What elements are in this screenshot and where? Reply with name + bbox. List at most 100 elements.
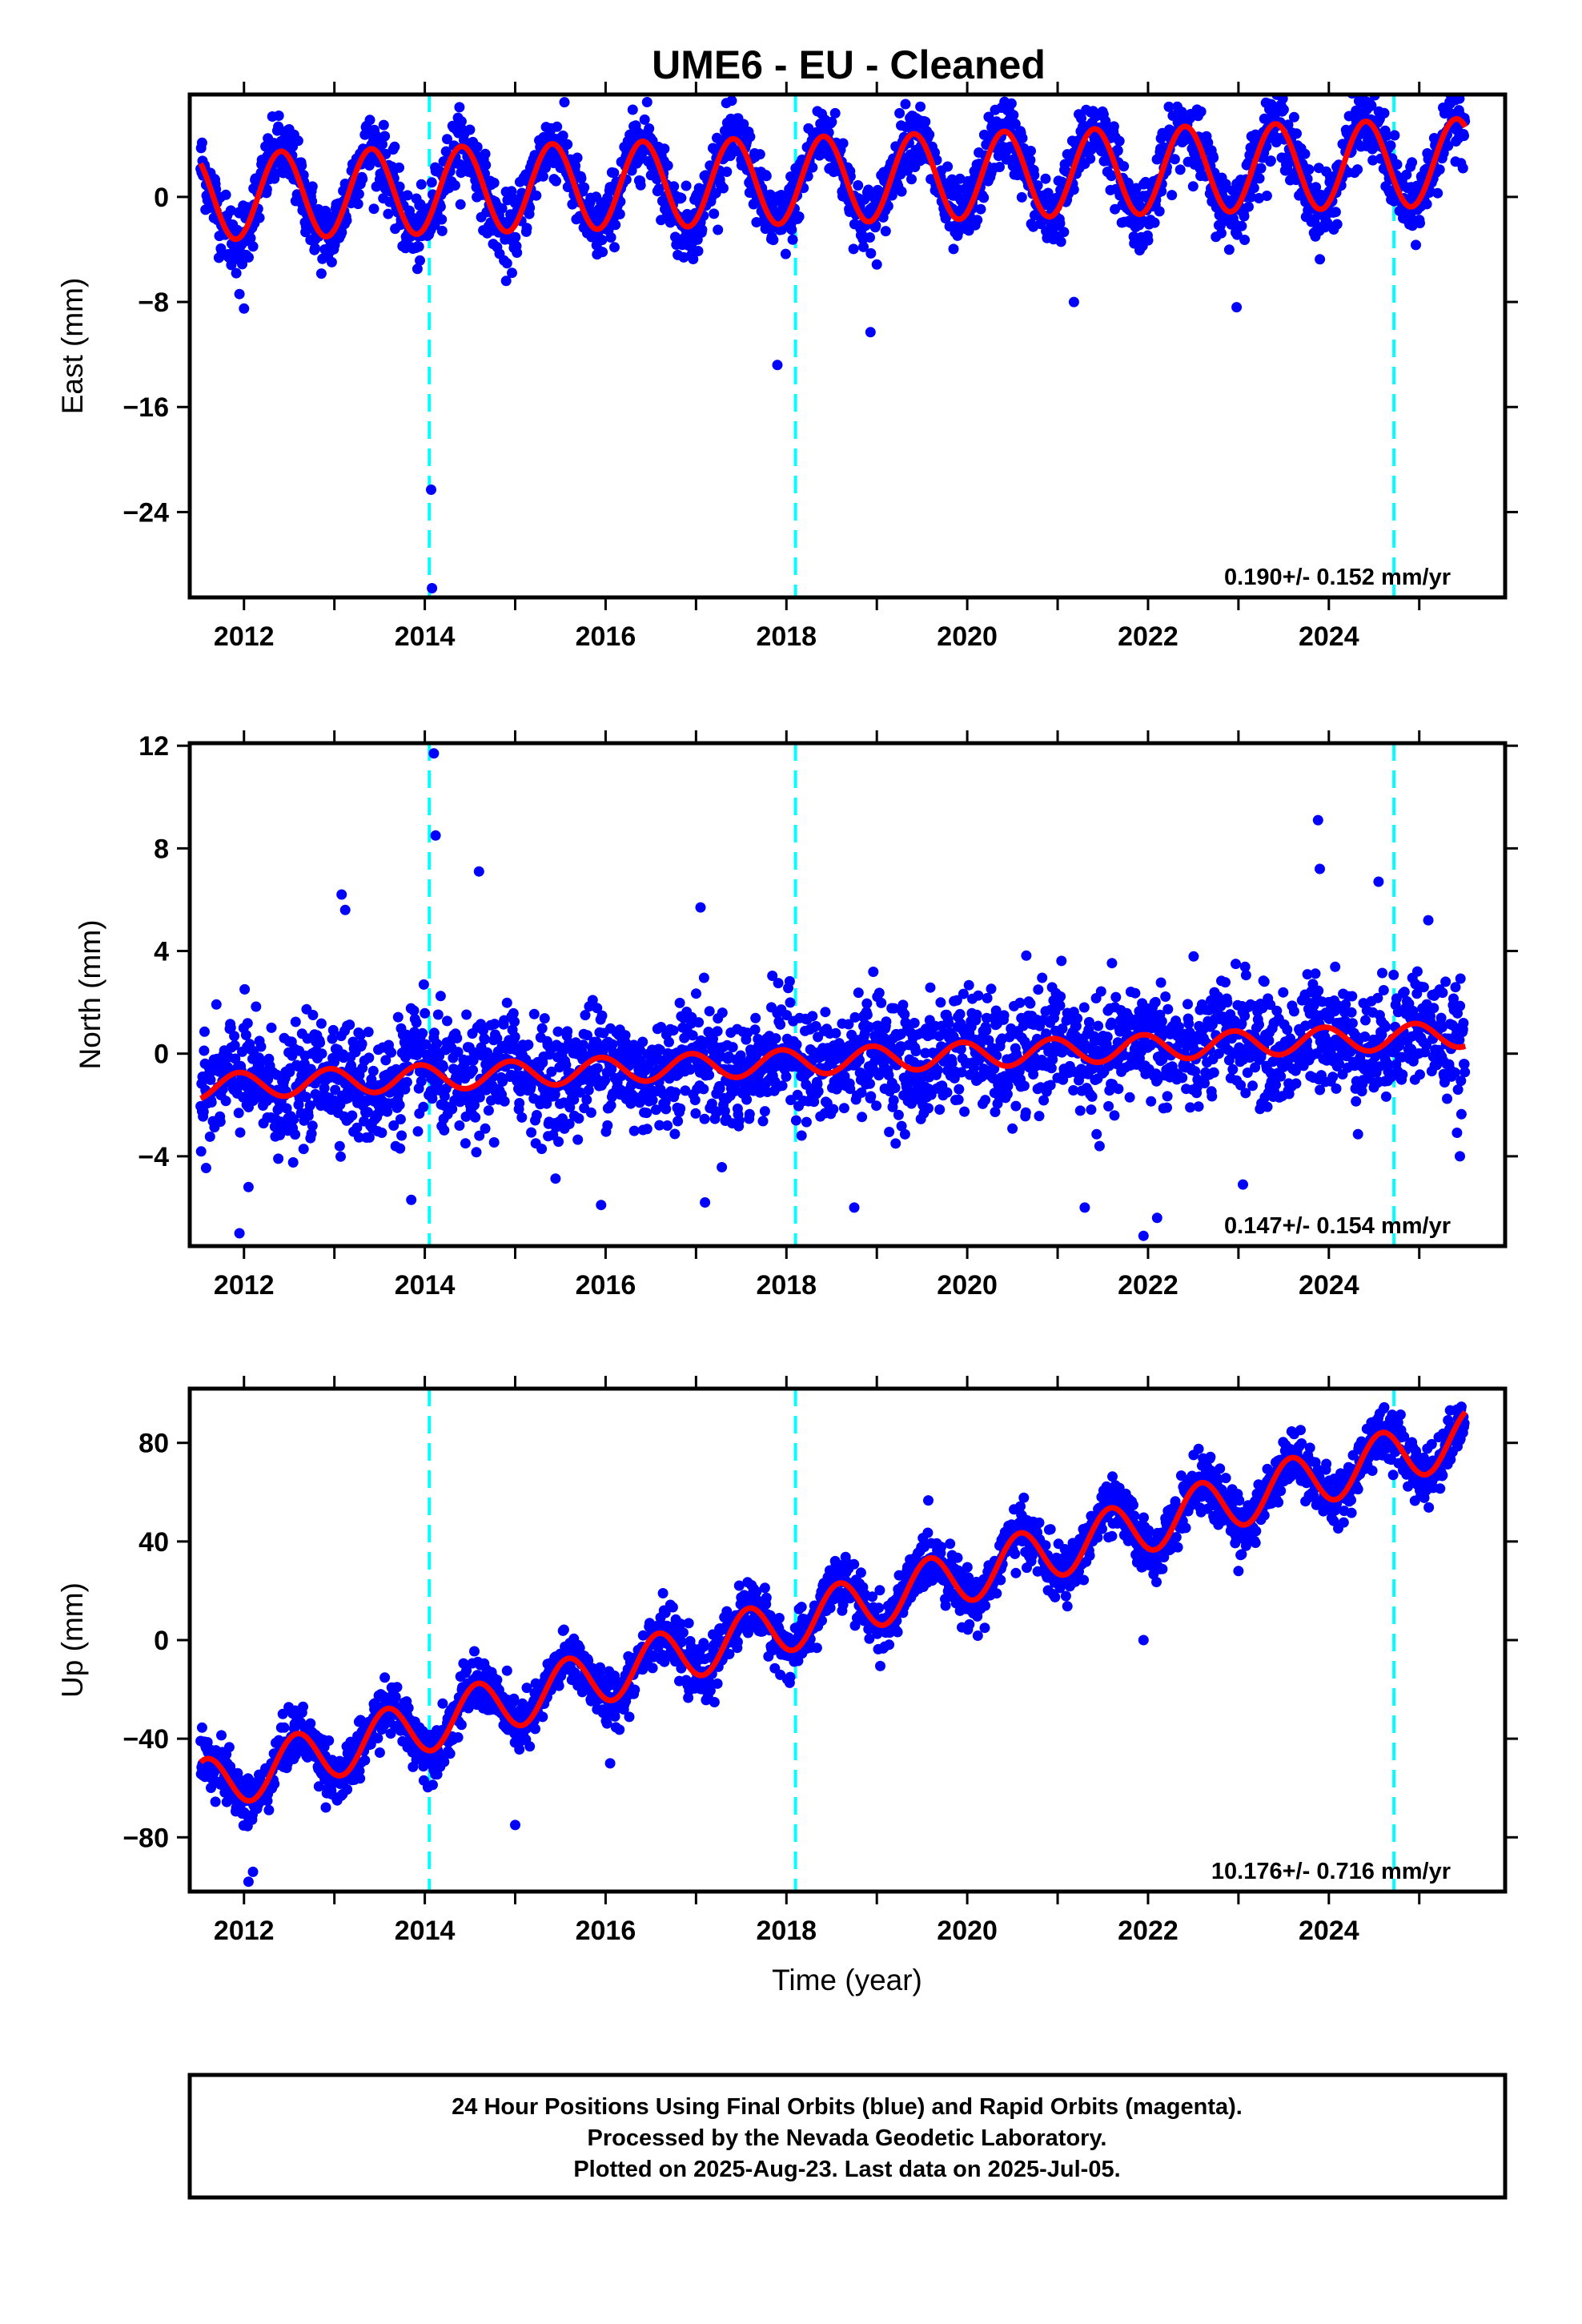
- north-position-point: [242, 1018, 253, 1029]
- north-position-point: [662, 1120, 673, 1131]
- north-position-point: [920, 1047, 931, 1059]
- east-position-point: [1366, 100, 1377, 111]
- north-position-point: [680, 1085, 691, 1096]
- north-position-point: [564, 1102, 576, 1113]
- east-position-point: [953, 227, 964, 239]
- north-position-point: [843, 1019, 854, 1030]
- north-position-point: [654, 1044, 665, 1055]
- east-position-point: [570, 160, 581, 171]
- north-position-point: [1182, 999, 1193, 1010]
- north-position-point: [1331, 1083, 1342, 1094]
- north-position-point: [562, 1026, 573, 1037]
- east-xtick-label: 2012: [214, 621, 275, 652]
- north-position-point: [573, 1113, 584, 1124]
- north-position-point: [784, 975, 795, 987]
- north-position-point: [508, 1007, 519, 1019]
- north-position-point: [553, 1136, 564, 1148]
- east-position-point: [510, 231, 521, 243]
- north-position-point: [674, 997, 685, 1008]
- east-outlier-point: [500, 275, 512, 287]
- north-position-point: [435, 991, 446, 1002]
- north-position-point: [1190, 1066, 1201, 1077]
- east-position-point: [1454, 94, 1465, 104]
- north-position-point: [195, 1146, 207, 1157]
- east-position-point: [562, 139, 573, 150]
- east-position-point: [627, 104, 638, 115]
- east-position-point: [1271, 74, 1281, 85]
- north-position-point: [205, 1074, 216, 1085]
- north-position-point: [741, 1094, 753, 1105]
- east-position-point: [1169, 154, 1180, 165]
- north-position-point: [536, 1144, 548, 1155]
- north-position-point: [439, 1124, 450, 1136]
- north-position-point: [657, 1088, 669, 1100]
- north-position-point: [712, 1026, 723, 1037]
- north-position-point: [469, 1100, 480, 1111]
- east-position-point: [402, 190, 413, 201]
- east-position-point: [608, 167, 620, 179]
- east-rate-label: 0.190+/- 0.152 mm/yr: [1224, 565, 1451, 590]
- north-position-point: [516, 1112, 528, 1123]
- east-position-point: [880, 226, 891, 237]
- east-position-point: [231, 267, 242, 279]
- north-position-point: [418, 1101, 429, 1112]
- east-position-point: [780, 248, 791, 259]
- north-position-point: [1113, 1084, 1124, 1095]
- east-position-point: [261, 184, 272, 195]
- east-position-point: [1291, 128, 1302, 139]
- north-position-point: [889, 1083, 901, 1093]
- north-position-point: [204, 1131, 215, 1142]
- east-position-point: [713, 224, 724, 235]
- north-position-point: [1068, 1085, 1079, 1096]
- east-position-point: [1411, 239, 1421, 251]
- east-ylabel: East (mm): [56, 278, 89, 415]
- north-position-point: [1162, 1102, 1172, 1113]
- north-position-point: [225, 1022, 236, 1033]
- north-position-point: [1288, 1006, 1299, 1017]
- north-position-point: [363, 1052, 375, 1063]
- north-position-point: [620, 1030, 631, 1041]
- north-position-point: [380, 1055, 391, 1066]
- north-position-point: [550, 1173, 561, 1184]
- north-position-point: [946, 1058, 958, 1068]
- north-position-point: [973, 990, 984, 1001]
- north-position-point: [483, 1105, 494, 1116]
- north-position-point: [1282, 1024, 1293, 1035]
- north-position-point: [791, 1039, 802, 1050]
- north-position-point: [523, 1039, 534, 1051]
- north-position-point: [1183, 1018, 1195, 1029]
- east-position-point: [1385, 140, 1396, 151]
- east-position-point: [807, 162, 818, 173]
- north-position-point: [499, 1096, 510, 1107]
- east-position-point: [1236, 220, 1247, 231]
- east-position-point: [472, 142, 483, 152]
- east-position-point: [1309, 215, 1320, 226]
- east-position-point: [994, 162, 1005, 172]
- east-position-point: [1006, 98, 1017, 109]
- north-position-point: [255, 1041, 267, 1052]
- north-position-point: [1103, 1100, 1114, 1112]
- north-position-point: [656, 1022, 667, 1032]
- north-position-point: [1106, 958, 1118, 969]
- north-position-point: [1242, 1068, 1253, 1078]
- north-position-point: [1185, 1102, 1196, 1113]
- north-position-point: [408, 1005, 420, 1016]
- east-position-point: [1001, 154, 1012, 165]
- north-position-point: [1351, 1096, 1362, 1107]
- north-position-point: [363, 1107, 373, 1118]
- north-position-point: [1020, 1107, 1031, 1118]
- east-position-point: [915, 101, 926, 112]
- north-position-point: [673, 1116, 684, 1127]
- north-position-point: [1145, 1040, 1156, 1051]
- north-position-point: [468, 1055, 479, 1066]
- north-position-point: [888, 1095, 899, 1106]
- east-position-point: [688, 254, 699, 264]
- north-position-point: [865, 1091, 877, 1102]
- north-position-point: [691, 988, 701, 999]
- east-position-point: [1255, 163, 1267, 174]
- north-position-point: [935, 997, 946, 1008]
- north-position-point: [1038, 1095, 1050, 1106]
- east-position-point: [378, 119, 389, 131]
- north-position-point: [290, 1129, 301, 1140]
- east-position-point: [1114, 135, 1125, 147]
